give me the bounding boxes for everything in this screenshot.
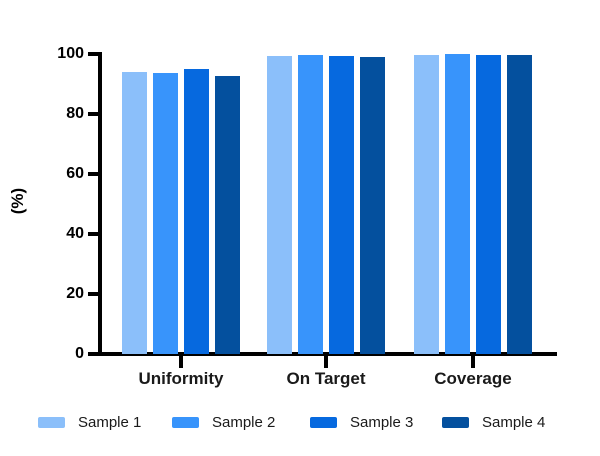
- legend-label: Sample 1: [78, 413, 142, 431]
- bar-sample-1-on-target: [267, 56, 292, 354]
- y-tick-label: 40: [66, 225, 84, 242]
- legend-swatch: [310, 416, 337, 428]
- bar-sample-2-uniformity: [153, 73, 178, 354]
- bar-sample-1-uniformity: [122, 72, 147, 354]
- y-axis-tick: [88, 232, 98, 236]
- bar-sample-2-coverage: [445, 54, 470, 354]
- legend-item-sample-4: Sample 4: [442, 408, 545, 436]
- y-axis-tick: [88, 52, 98, 56]
- category-label-coverage: Coverage: [434, 369, 512, 388]
- legend-label: Sample 2: [212, 413, 276, 431]
- legend: Sample 1 Sample 2 Sample 3 Sample 4: [0, 408, 600, 436]
- y-axis-line: [98, 52, 102, 356]
- category-label-uniformity: Uniformity: [138, 369, 224, 388]
- category-label-on-target: On Target: [286, 369, 366, 388]
- x-axis-tick: [324, 356, 328, 368]
- x-axis-line: [98, 352, 557, 356]
- y-axis-tick: [88, 112, 98, 116]
- y-axis-tick: [88, 352, 98, 356]
- bar-sample-2-on-target: [298, 55, 323, 354]
- legend-item-sample-1: Sample 1: [38, 408, 141, 436]
- legend-label: Sample 4: [482, 413, 546, 431]
- y-axis-title: (%): [8, 187, 27, 215]
- bar-sample-4-uniformity: [215, 76, 240, 354]
- x-axis-tick: [179, 356, 183, 368]
- bar-sample-3-on-target: [329, 56, 354, 354]
- bar-sample-4-on-target: [360, 57, 385, 354]
- y-tick-label: 20: [66, 285, 84, 302]
- y-tick-label: 80: [66, 105, 84, 122]
- legend-label: Sample 3: [350, 413, 414, 431]
- y-tick-label: 100: [57, 45, 84, 62]
- legend-swatch: [172, 416, 199, 428]
- y-tick-label: 0: [75, 345, 84, 362]
- bar-sample-3-coverage: [476, 55, 501, 354]
- y-axis-tick: [88, 292, 98, 296]
- legend-swatch: [442, 416, 469, 428]
- x-axis-tick: [471, 356, 475, 368]
- y-axis-tick: [88, 172, 98, 176]
- y-tick-label: 60: [66, 165, 84, 182]
- legend-item-sample-2: Sample 2: [172, 408, 275, 436]
- legend-item-sample-3: Sample 3: [310, 408, 413, 436]
- bar-sample-4-coverage: [507, 55, 532, 354]
- legend-swatch: [38, 416, 65, 428]
- bar-sample-1-coverage: [414, 55, 439, 354]
- bar-sample-3-uniformity: [184, 69, 209, 354]
